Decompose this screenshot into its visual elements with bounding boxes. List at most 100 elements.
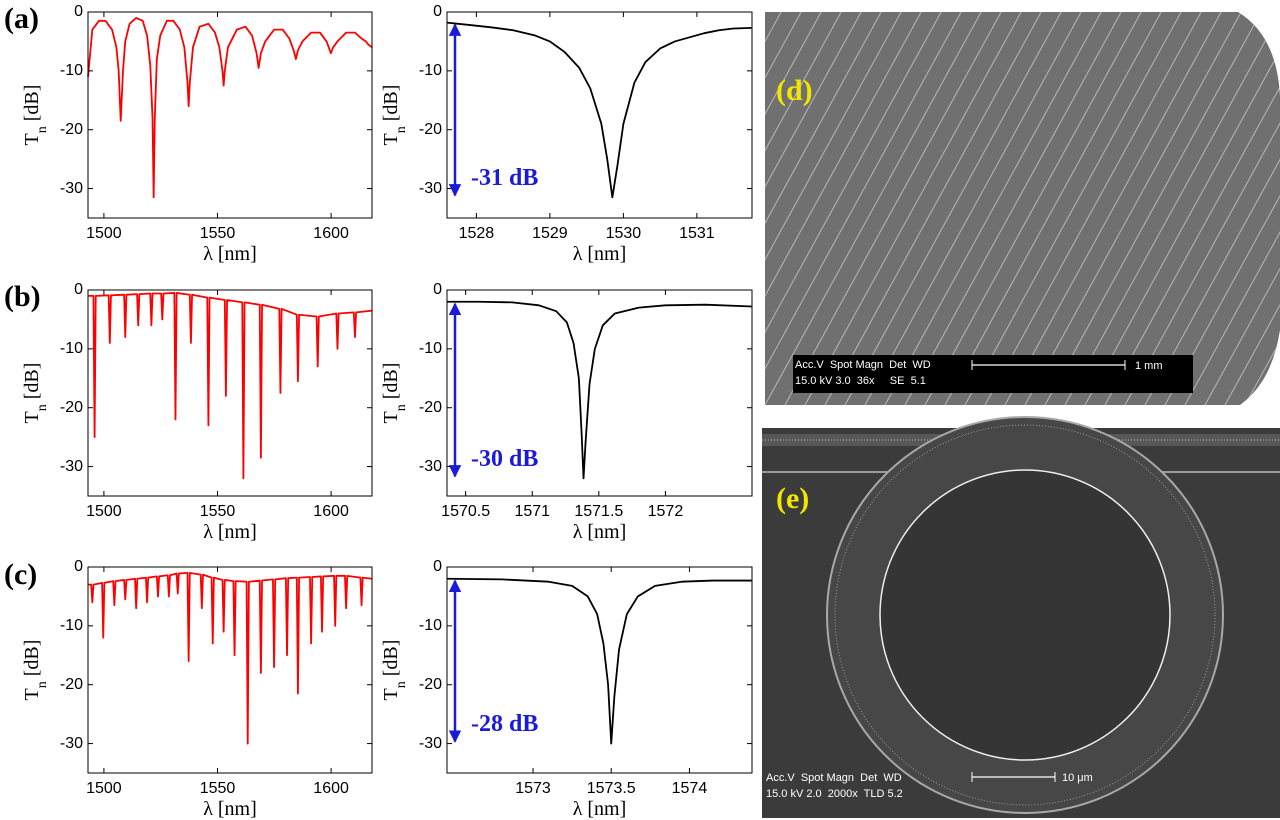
waveguide [1024, 12, 1242, 405]
y-tick-label: -30 [60, 180, 83, 197]
y-tick-label: -30 [419, 180, 442, 197]
x-tick-label: 1529 [532, 225, 568, 242]
y-label-main: T [380, 411, 402, 423]
waveguide [765, 12, 962, 405]
spectrum-line [447, 300, 753, 480]
x-axis-label: λ [nm] [203, 243, 257, 265]
x-tick-label: 1600 [313, 225, 349, 242]
scale-label: 10 μm [1062, 772, 1093, 784]
y-tick-label: -10 [60, 62, 83, 79]
waveguide [1164, 12, 1280, 405]
waveguide [904, 12, 1122, 405]
y-axis-label: Tn [dB] [21, 363, 50, 424]
chart: 1500 1550 1600 0 -10 -20 -30 λ [nm] Tn [dB] [21, 281, 373, 543]
plot-area [447, 567, 752, 773]
y-label-main: T [21, 411, 43, 423]
y-label-sub: n [394, 681, 409, 688]
y-tick-label: -10 [419, 62, 442, 79]
panel-label: (a) [4, 2, 39, 35]
x-tick-label: 1571.5 [574, 503, 623, 520]
waveguide [1064, 12, 1280, 405]
y-tick-label: -10 [60, 617, 83, 634]
y-tick-label: 0 [433, 281, 442, 298]
chart: 1528 1529 1530 1531 0 -10 -20 -30 λ [nm] Tn [dB] -3… [380, 3, 753, 265]
y-label-sub: n [35, 681, 50, 688]
x-tick-label: 1550 [200, 503, 236, 520]
plot-area [447, 290, 752, 496]
panel-label: (d) [776, 74, 813, 107]
y-label-main: T [380, 688, 402, 700]
y-axis-label: Tn [dB] [21, 85, 50, 146]
spectrum-line [88, 571, 373, 745]
waveguide [1224, 12, 1280, 405]
x-tick-label: 1550 [200, 780, 236, 797]
waveguide [784, 12, 1002, 405]
waveguide [1004, 12, 1222, 405]
y-tick-label: -20 [60, 676, 83, 693]
y-tick-label: -30 [419, 458, 442, 475]
waveguide [1204, 12, 1280, 405]
info-values: 15.0 kV 2.0 2000x TLD 5.2 [766, 788, 903, 800]
y-label-unit: [dB] [21, 85, 43, 122]
chart: 1500 1550 1600 0 -10 -20 -30 λ [nm] Tn [dB] [21, 558, 373, 820]
x-axis-label: λ [nm] [573, 521, 627, 543]
y-tick-label: -20 [419, 399, 442, 416]
x-tick-label: 1528 [459, 225, 495, 242]
waveguide [765, 12, 862, 405]
waveguide [765, 12, 922, 405]
sem-image-d [765, 12, 1280, 405]
waveguide [765, 12, 882, 405]
y-label-unit: [dB] [21, 363, 43, 400]
waveguide [824, 12, 1042, 405]
y-tick-label: -30 [60, 458, 83, 475]
waveguide [844, 12, 1062, 405]
y-axis-label: Tn [dB] [21, 640, 50, 701]
info-values: 15.0 kV 3.0 36x SE 5.1 [795, 375, 926, 387]
plot-area [88, 567, 372, 773]
panel-label: (c) [4, 558, 37, 591]
y-axis-label: Tn [dB] [380, 363, 409, 424]
plot-area [88, 290, 372, 496]
info-header: Acc.V Spot Magn Det WD [766, 772, 902, 784]
x-axis-label: λ [nm] [573, 798, 627, 820]
x-tick-label: 1570.5 [441, 503, 490, 520]
waveguide [765, 12, 802, 405]
y-tick-label: -10 [419, 340, 442, 357]
y-label-sub: n [394, 126, 409, 133]
annotation: -28 dB [471, 711, 538, 737]
waveguide [765, 12, 982, 405]
waveguide [765, 12, 942, 405]
y-tick-label: 0 [74, 281, 83, 298]
waveguide [1084, 12, 1280, 405]
chart: 1570.5 1571 1571.5 1572 0 -10 -20 -30 λ [nm] Tn [d… [380, 281, 753, 543]
panel-label: (e) [776, 482, 809, 515]
waveguide [1124, 12, 1280, 405]
y-label-sub: n [35, 126, 50, 133]
sem-image-e [762, 416, 1280, 818]
waveguide [964, 12, 1182, 405]
waveguide [1104, 12, 1280, 405]
panel-label: (b) [4, 280, 41, 313]
spectrum-line [88, 292, 373, 480]
waveguide [765, 12, 842, 405]
scale-label: 1 mm [1135, 360, 1163, 372]
y-tick-label: -10 [60, 340, 83, 357]
x-tick-label: 1572 [648, 503, 684, 520]
waveguide [1044, 12, 1262, 405]
x-tick-label: 1500 [86, 780, 122, 797]
y-label-unit: [dB] [21, 640, 43, 677]
y-label-main: T [21, 133, 43, 145]
x-tick-label: 1531 [679, 225, 715, 242]
annotation: -31 dB [471, 165, 538, 191]
chart: 1500 1550 1600 0 -10 -20 -30 λ [nm] Tn [dB] [21, 3, 373, 265]
y-tick-label: -20 [60, 121, 83, 138]
waveguide [804, 12, 1022, 405]
axes-box [87, 11, 373, 219]
x-tick-label: 1550 [200, 225, 236, 242]
annotation: -30 dB [471, 446, 538, 472]
spectrum-line [446, 21, 753, 199]
y-label-main: T [21, 688, 43, 700]
y-tick-label: -30 [60, 735, 83, 752]
y-tick-label: 0 [433, 558, 442, 575]
y-axis-label: Tn [dB] [380, 640, 409, 701]
